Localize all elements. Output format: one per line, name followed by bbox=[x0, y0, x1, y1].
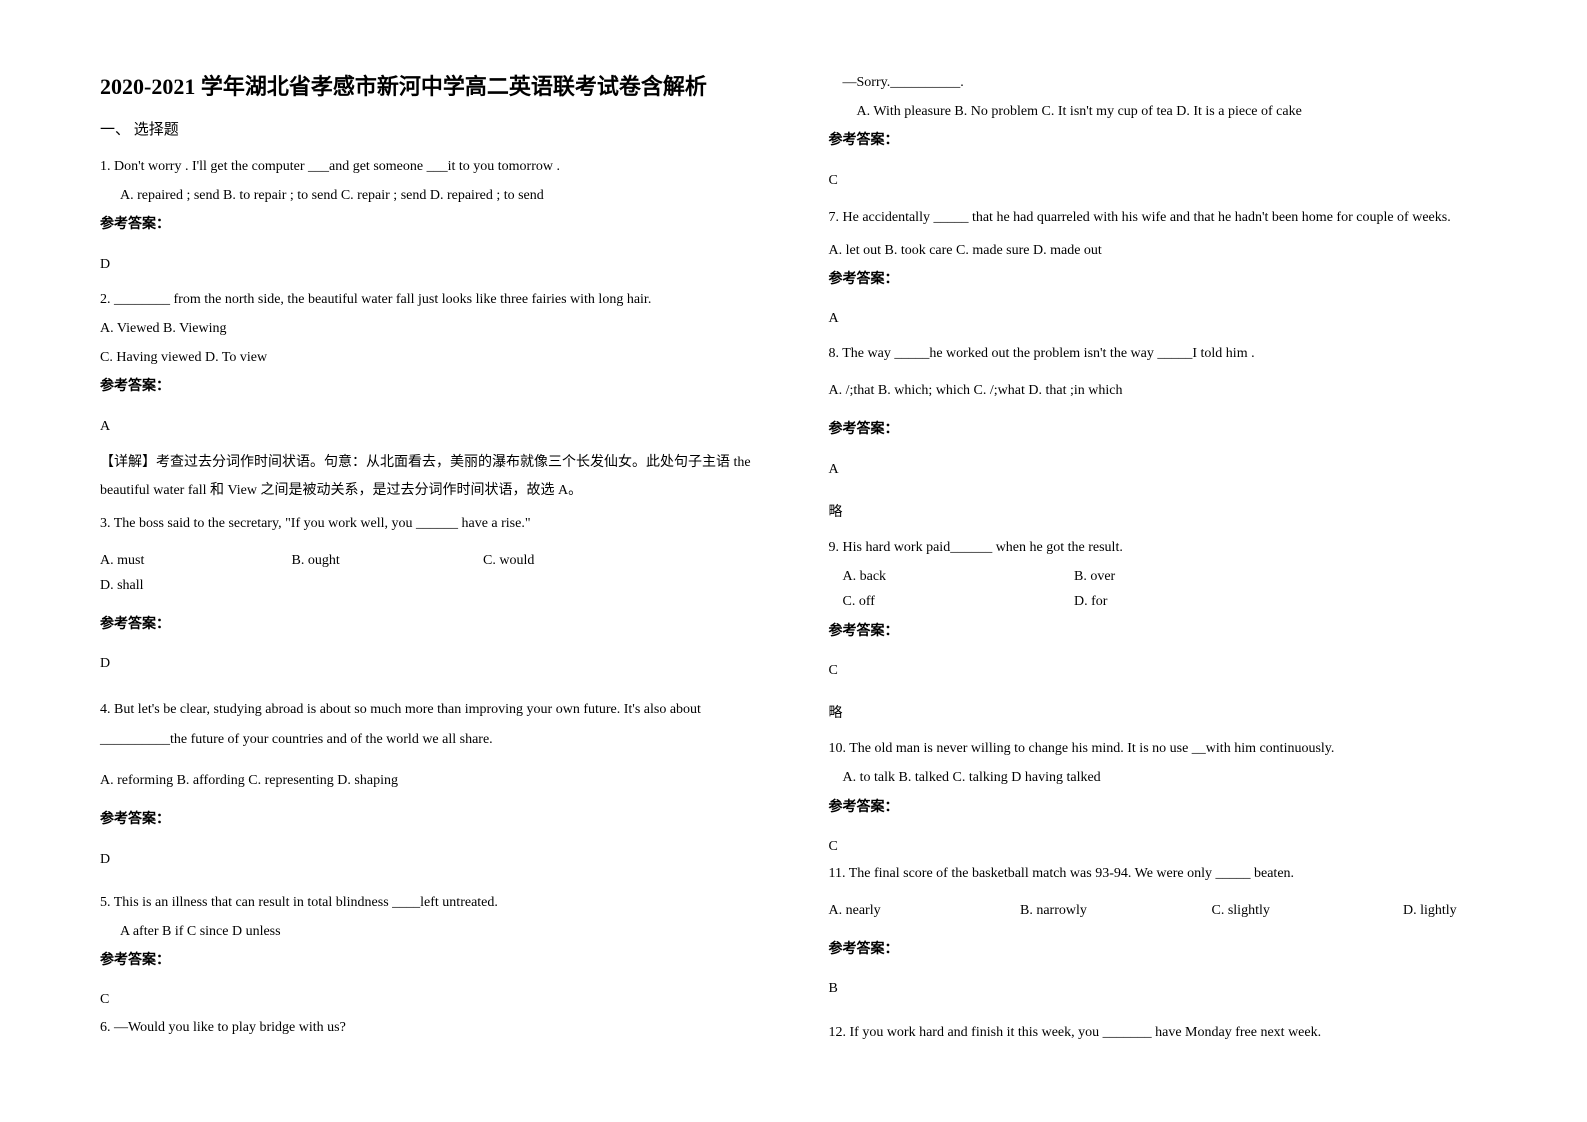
q8-text: 8. The way _____he worked out the proble… bbox=[829, 341, 1498, 366]
q11-opt-d: D. lightly bbox=[1403, 898, 1457, 923]
q2-explain: 【详解】考查过去分词作时间状语。句意：从北面看去，美丽的瀑布就像三个长发仙女。此… bbox=[100, 449, 769, 505]
q3-options: A. must B. ought C. would D. shall bbox=[100, 548, 769, 598]
q6-answer: C bbox=[829, 168, 1498, 193]
q3-text: 3. The boss said to the secretary, "If y… bbox=[100, 511, 769, 536]
q5-answer: C bbox=[100, 987, 769, 1012]
answer-label: 参考答案： bbox=[829, 128, 1498, 153]
q11-opt-a: A. nearly bbox=[829, 898, 989, 923]
answer-label: 参考答案： bbox=[100, 612, 769, 637]
q4-answer: D bbox=[100, 847, 769, 872]
q10-answer: C bbox=[829, 834, 1498, 859]
answer-label: 参考答案： bbox=[100, 948, 769, 973]
q12-text: 12. If you work hard and finish it this … bbox=[829, 1020, 1498, 1045]
q2-opt-cd: C. Having viewed D. To view bbox=[100, 345, 769, 370]
q11-opt-b: B. narrowly bbox=[1020, 898, 1180, 923]
q9-opt-a: A. back bbox=[843, 564, 1043, 589]
q6-options: A. With pleasure B. No problem C. It isn… bbox=[829, 99, 1498, 124]
q3-opt-b: B. ought bbox=[292, 548, 452, 573]
q5-options: A after B if C since D unless bbox=[100, 919, 769, 944]
q3-opt-d: D. shall bbox=[100, 573, 260, 598]
q2-text: 2. ________ from the north side, the bea… bbox=[100, 287, 769, 312]
answer-label: 参考答案： bbox=[829, 619, 1498, 644]
q4-options: A. reforming B. affording C. representin… bbox=[100, 768, 769, 793]
q2-opt-ab: A. Viewed B. Viewing bbox=[100, 316, 769, 341]
q1-answer: D bbox=[100, 252, 769, 277]
q10-text: 10. The old man is never willing to chan… bbox=[829, 736, 1498, 761]
q11-options: A. nearly B. narrowly C. slightly D. lig… bbox=[829, 898, 1498, 923]
q11-text: 11. The final score of the basketball ma… bbox=[829, 861, 1498, 886]
q11-answer: B bbox=[829, 976, 1498, 1001]
q9-opt-d: D. for bbox=[1074, 589, 1107, 614]
q1-text: 1. Don't worry . I'll get the computer _… bbox=[100, 154, 769, 179]
q3-opt-c: C. would bbox=[483, 548, 643, 573]
q7-answer: A bbox=[829, 306, 1498, 331]
q6-text2: —Sorry.__________. bbox=[829, 70, 1498, 95]
q8-answer: A bbox=[829, 457, 1498, 482]
q9-note: 略 bbox=[829, 701, 1498, 726]
document-title: 2020-2021 学年湖北省孝感市新河中学高二英语联考试卷含解析 bbox=[100, 70, 769, 103]
q9-opt-b: B. over bbox=[1074, 564, 1274, 589]
q9-options: A. back B. over C. off D. for bbox=[829, 564, 1498, 614]
q7-options: A. let out B. took care C. made sure D. … bbox=[829, 238, 1498, 263]
q1-options: A. repaired ; send B. to repair ; to sen… bbox=[100, 183, 769, 208]
answer-label: 参考答案： bbox=[829, 267, 1498, 292]
q7-text: 7. He accidentally _____ that he had qua… bbox=[829, 203, 1498, 234]
q9-text: 9. His hard work paid______ when he got … bbox=[829, 535, 1498, 560]
q8-options: A. /;that B. which; which C. /;what D. t… bbox=[829, 378, 1498, 403]
q5-text: 5. This is an illness that can result in… bbox=[100, 890, 769, 915]
q11-opt-c: C. slightly bbox=[1212, 898, 1372, 923]
answer-label: 参考答案： bbox=[829, 417, 1498, 442]
q10-options: A. to talk B. talked C. talking D having… bbox=[829, 765, 1498, 790]
q3-opt-a: A. must bbox=[100, 548, 260, 573]
answer-label: 参考答案： bbox=[829, 937, 1498, 962]
answer-label: 参考答案： bbox=[100, 807, 769, 832]
answer-label: 参考答案： bbox=[100, 212, 769, 237]
section-title: 一、 选择题 bbox=[100, 117, 769, 144]
q3-answer: D bbox=[100, 651, 769, 676]
answer-label: 参考答案： bbox=[829, 795, 1498, 820]
q6-text: 6. —Would you like to play bridge with u… bbox=[100, 1015, 769, 1040]
answer-label: 参考答案： bbox=[100, 374, 769, 399]
q8-note: 略 bbox=[829, 500, 1498, 525]
q9-opt-c: C. off bbox=[843, 589, 1043, 614]
left-column: 2020-2021 学年湖北省孝感市新河中学高二英语联考试卷含解析 一、 选择题… bbox=[100, 70, 769, 1049]
q9-answer: C bbox=[829, 658, 1498, 683]
right-column: —Sorry.__________. A. With pleasure B. N… bbox=[829, 70, 1498, 1049]
q4-text: 4. But let's be clear, studying abroad i… bbox=[100, 695, 769, 757]
q2-answer: A bbox=[100, 414, 769, 439]
